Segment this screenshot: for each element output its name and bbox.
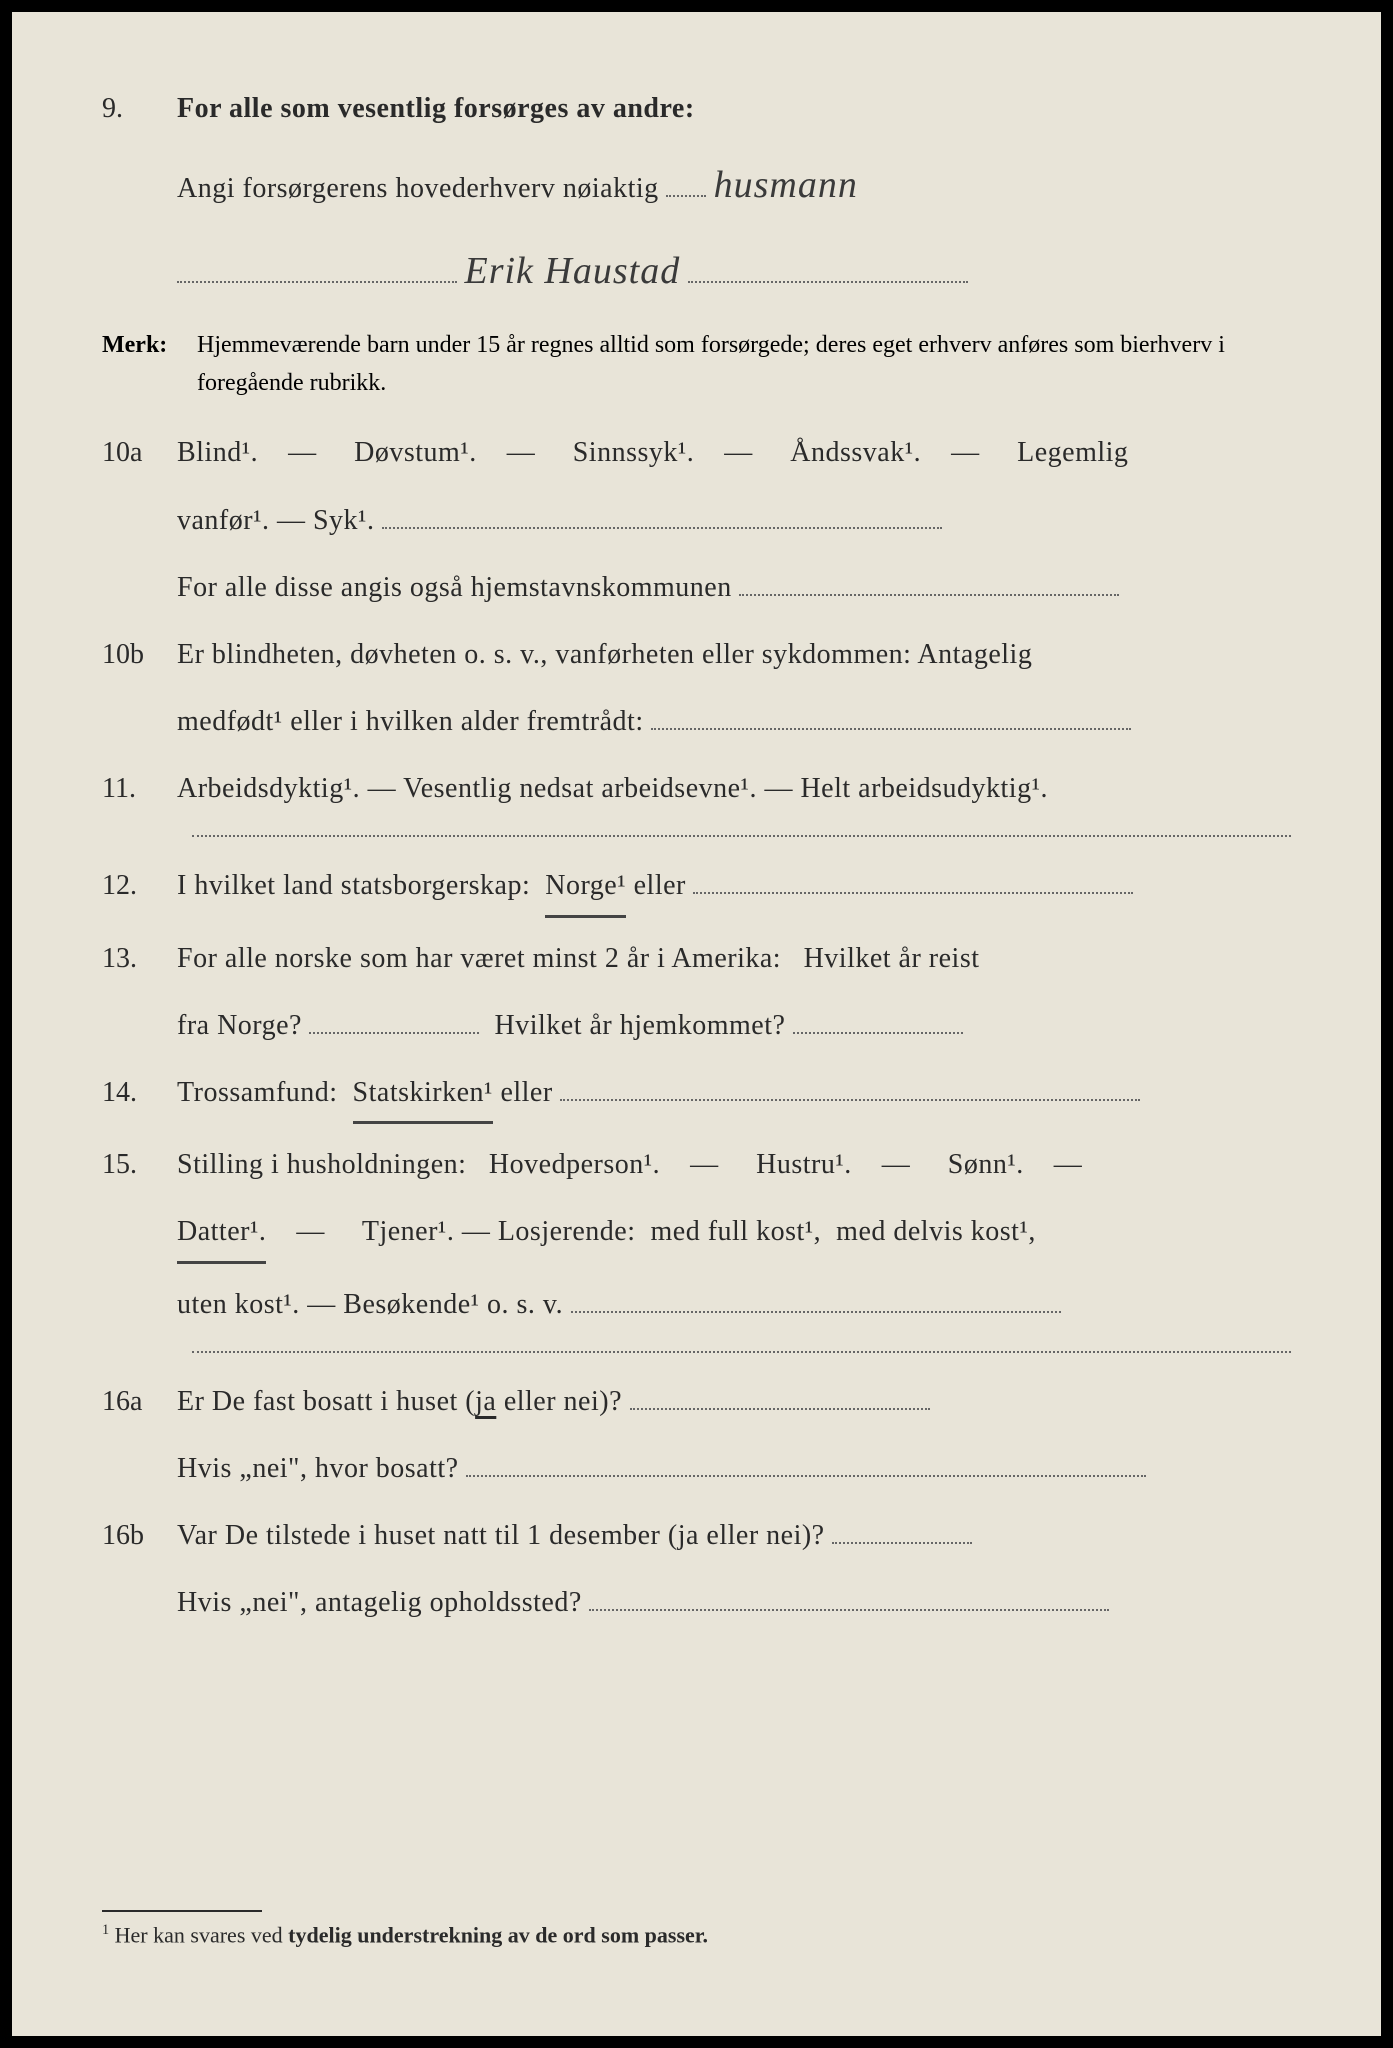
q16b-num: 16b <box>102 1509 177 1562</box>
q9-title: For alle som vesentlig forsørges av andr… <box>177 82 1291 135</box>
q14-row: 14. Trossamfund: Statskirken¹ eller <box>102 1066 1291 1124</box>
q10a-row2: vanfør¹. — Syk¹. <box>102 494 1291 547</box>
q10b-row1: 10b Er blindheten, døvheten o. s. v., va… <box>102 628 1291 681</box>
q10b-num: 10b <box>102 628 177 681</box>
merk-label: Merk: <box>102 326 197 403</box>
footnote: 1 Her kan svares ved tydelig understrekn… <box>102 1922 1291 1948</box>
q9-hand2: Erik Haustad <box>465 235 681 307</box>
divider-1 <box>192 835 1291 837</box>
q16b-row1: 16b Var De tilstede i huset natt til 1 d… <box>102 1509 1291 1562</box>
q16b-row2: Hvis „nei", antagelig opholdssted? <box>102 1576 1291 1629</box>
q9-label: Angi forsørgerens hovederhverv nøiaktig <box>177 173 659 204</box>
q16a-row2: Hvis „nei", hvor bosatt? <box>102 1442 1291 1495</box>
q11-num: 11. <box>102 762 177 815</box>
q14-num: 14. <box>102 1066 177 1119</box>
census-form-page: 9. For alle som vesentlig forsørges av a… <box>0 0 1393 2048</box>
footnote-rule <box>102 1910 262 1912</box>
q10a-row1: 10a Blind¹.— Døvstum¹.— Sinnssyk¹.— Ånds… <box>102 426 1291 479</box>
q15-datter: Datter¹. <box>177 1205 266 1263</box>
q9-line2: Erik Haustad <box>102 235 1291 307</box>
q12-num: 12. <box>102 859 177 912</box>
q16a-row1: 16a Er De fast bosatt i huset (ja eller … <box>102 1375 1291 1428</box>
q10a-num: 10a <box>102 426 177 479</box>
q9-line1: Angi forsørgerens hovederhverv nøiaktig … <box>102 149 1291 221</box>
q9-hand1: husmann <box>714 149 858 221</box>
q10a-row3: For alle disse angis også hjemstavnskomm… <box>102 561 1291 614</box>
q14-stats: Statskirken¹ <box>353 1066 493 1124</box>
q15-row2: Datter¹.— Tjener¹. — Losjerende: med ful… <box>102 1205 1291 1263</box>
q13-num: 13. <box>102 932 177 985</box>
q16a-num: 16a <box>102 1375 177 1428</box>
merk-note: Merk: Hjemmeværende barn under 15 år reg… <box>102 326 1291 403</box>
q12-norge: Norge¹ <box>545 859 626 917</box>
merk-text: Hjemmeværende barn under 15 år regnes al… <box>197 326 1291 403</box>
q15-num: 15. <box>102 1138 177 1191</box>
q15-row3: uten kost¹. — Besøkende¹ o. s. v. <box>102 1278 1291 1331</box>
q10b-text1: Er blindheten, døvheten o. s. v., vanfør… <box>177 628 1291 681</box>
q13-row1: 13. For alle norske som har været minst … <box>102 932 1291 985</box>
q9-row: 9. For alle som vesentlig forsørges av a… <box>102 82 1291 135</box>
divider-2 <box>192 1351 1291 1353</box>
q11-row: 11. Arbeidsdyktig¹. — Vesentlig nedsat a… <box>102 762 1291 815</box>
q12-row: 12. I hvilket land statsborgerskap: Norg… <box>102 859 1291 917</box>
q10b-row2: medfødt¹ eller i hvilken alder fremtrådt… <box>102 695 1291 748</box>
q13-row2: fra Norge? Hvilket år hjemkommet? <box>102 999 1291 1052</box>
q9-num: 9. <box>102 82 177 135</box>
q15-row1: 15. Stilling i husholdningen: Hovedperso… <box>102 1138 1291 1191</box>
